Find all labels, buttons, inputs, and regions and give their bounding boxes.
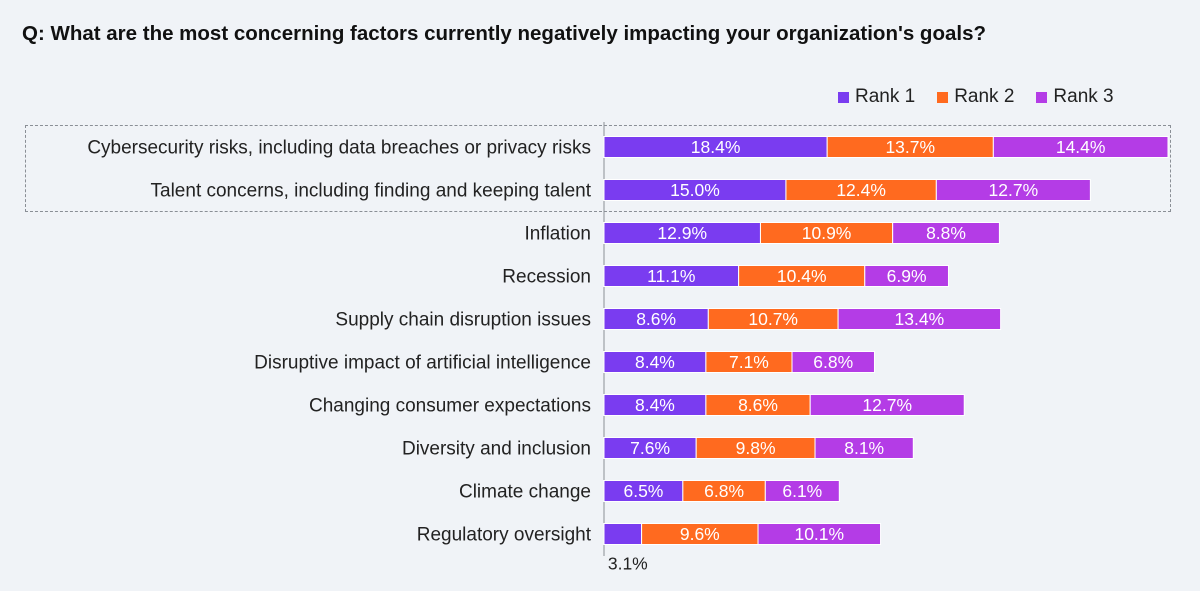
data-label: 9.8% [736,438,776,458]
legend-item-rank-1: Rank 1 [838,86,915,108]
chart-title: Q: What are the most concerning factors … [22,22,987,45]
bar-segment-rank-3 [935,179,1091,201]
data-label: 11.1% [647,266,695,286]
category-label: Climate change [459,482,591,503]
data-label: 10.1% [794,524,844,544]
data-label: 8.4% [635,352,675,372]
bar-segment-rank-1 [603,523,643,545]
data-label: 8.8% [926,223,966,243]
bar-segment-rank-3 [892,222,1000,244]
data-label: 7.6% [630,438,670,458]
legend-swatch-rank-2 [937,91,949,103]
data-label: 10.9% [802,223,852,243]
data-label: 8.6% [738,395,778,415]
bar-segment-rank-3 [757,523,882,545]
data-label: 7.1% [729,352,769,372]
category-label: Diversity and inclusion [402,439,591,460]
data-label: 13.4% [895,309,945,329]
data-label: 8.1% [844,438,884,458]
category-label: Cybersecurity risks, including data brea… [87,138,591,159]
data-label: 6.9% [887,266,927,286]
bar-segment-rank-3 [864,265,949,287]
legend-label-rank-2: Rank 2 [954,86,1015,107]
bar-segment-rank-3 [791,351,875,373]
data-label: 8.6% [636,309,676,329]
data-label: 18.4% [691,137,741,157]
data-label: 13.7% [885,137,935,157]
category-label: Disruptive impact of artificial intellig… [254,353,591,374]
legend: Rank 1 Rank 2 Rank 3 [838,86,1114,108]
data-label: 14.4% [1056,137,1106,157]
data-label: 6.1% [782,481,822,501]
bar-segment-rank-3 [809,394,965,416]
legend-swatch-rank-1 [838,91,849,103]
data-label: 9.6% [680,524,720,544]
data-label: 3.1% [608,554,648,574]
bar-segment-rank-3 [814,437,914,459]
bar-segment-rank-3 [837,308,1002,330]
data-label: 10.7% [748,309,798,329]
data-label: 12.4% [836,180,886,200]
bar-segment-rank-3 [764,480,840,502]
data-label: 12.7% [862,395,912,415]
highlight-box [25,125,1171,212]
data-label: 8.4% [635,395,675,415]
legend-item-rank-2: Rank 2 [937,86,1014,108]
data-label: 6.8% [813,352,853,372]
category-label: Supply chain disruption issues [335,310,591,331]
legend-label-rank-1: Rank 1 [855,86,916,107]
category-label: Changing consumer expectations [309,396,591,417]
data-label: 6.5% [623,481,663,501]
data-label: 12.7% [989,180,1039,200]
category-label: Talent concerns, including finding and k… [151,181,592,202]
data-label: 12.9% [657,223,707,243]
category-label: Recession [502,267,591,288]
category-label: Regulatory oversight [417,525,592,546]
bar-segment-rank-3 [992,136,1169,158]
legend-swatch-rank-3 [1036,91,1048,103]
data-label: 6.8% [704,481,744,501]
data-label: 15.0% [670,180,720,200]
legend-label-rank-3: Rank 3 [1053,86,1114,107]
legend-item-rank-3: Rank 3 [1036,86,1114,108]
category-label: Inflation [524,224,591,245]
data-label: 10.4% [777,266,827,286]
